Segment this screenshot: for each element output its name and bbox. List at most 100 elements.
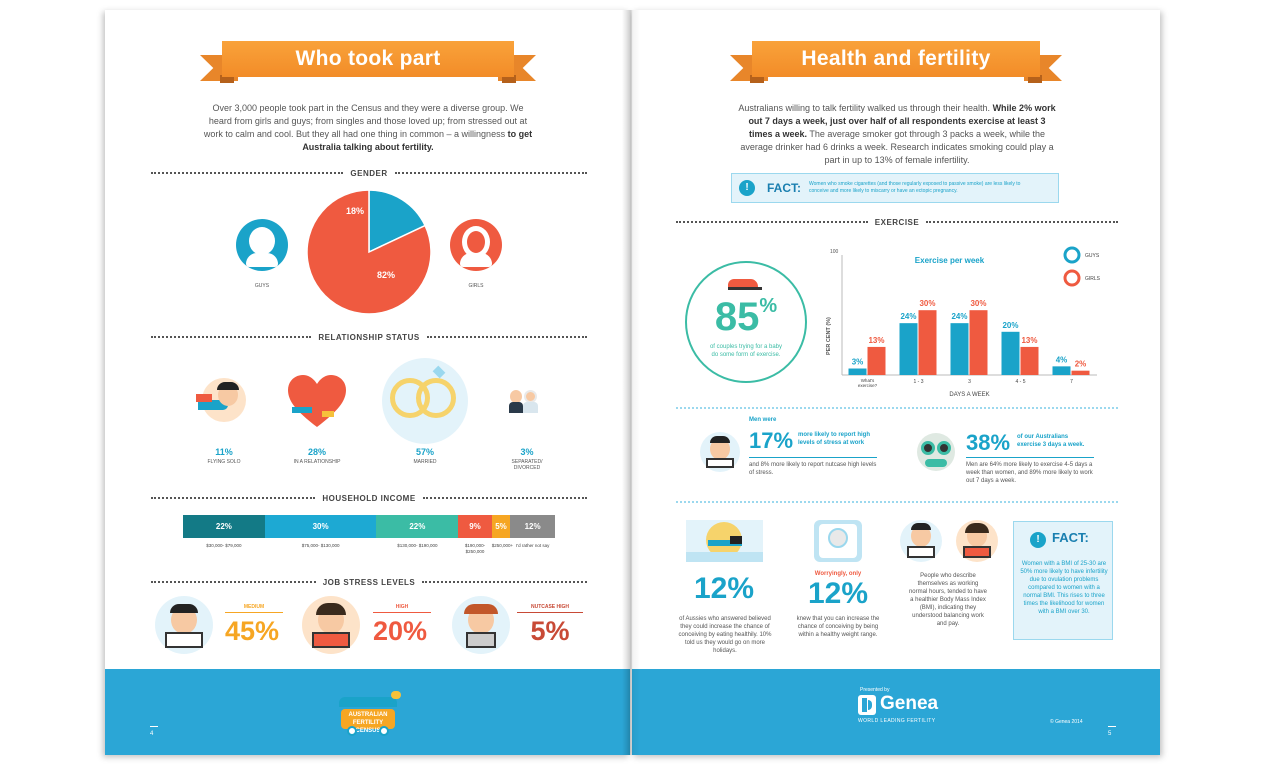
big-pct-sign: % bbox=[759, 295, 778, 317]
superhero-icon bbox=[196, 378, 246, 422]
left-page: Who took part Over 3,000 people took par… bbox=[105, 10, 630, 755]
relationship-item: 11% FLYING SOLO bbox=[202, 447, 246, 465]
banner-fold bbox=[750, 75, 764, 83]
rings-icon bbox=[382, 358, 468, 444]
workers-text: People who describe themselves as workin… bbox=[908, 573, 988, 627]
guys-label: GUYS bbox=[254, 283, 270, 289]
relationship-label: IN A RELATIONSHIP bbox=[293, 459, 341, 465]
bar-girls bbox=[1020, 346, 1039, 375]
relationship-pct: 11% bbox=[215, 447, 233, 457]
stress-item: NUTCASE HIGH 5% bbox=[517, 604, 583, 647]
legend-label: GUYS bbox=[1085, 253, 1100, 259]
income-stacked-bar: 22% 30% 22% 9% 5% 12% bbox=[183, 515, 555, 538]
exercise-bar-chart: 100 PER CENT (%) Exercise per week DAYS A W… bbox=[826, 246, 1101, 398]
x-tick-label: 1 - 3 bbox=[913, 379, 923, 385]
intro-paragraph: Australians willing to talk fertility wa… bbox=[736, 102, 1058, 167]
heart-icon bbox=[288, 375, 346, 429]
guys-pct-label: 18% bbox=[346, 206, 365, 216]
income-segment: 22% bbox=[183, 515, 265, 538]
stress-pct: 20% bbox=[373, 616, 428, 646]
aussies-pct: 38% bbox=[966, 430, 1011, 455]
bar-guys bbox=[1052, 366, 1071, 375]
section-heading: EXERCISE bbox=[874, 217, 920, 227]
income-label: $250,000+ bbox=[491, 543, 514, 548]
y-tick-label: 100 bbox=[830, 249, 839, 255]
title-banner: Who took part bbox=[200, 41, 536, 83]
bar-value-label: 4% bbox=[1056, 355, 1068, 364]
bar-guys bbox=[848, 368, 867, 375]
belief-text: of Aussies who answered believed they co… bbox=[678, 616, 772, 654]
office-woman-icon bbox=[956, 520, 998, 562]
bar-girls bbox=[918, 310, 937, 375]
bar-value-label: 13% bbox=[1021, 336, 1037, 345]
divider-line bbox=[966, 457, 1094, 458]
men-intro: Men were bbox=[749, 417, 777, 423]
relationship-item: 57% MARRIED bbox=[403, 447, 447, 465]
legend-guys-icon bbox=[1063, 246, 1081, 264]
income-label: I'd rather not say bbox=[515, 543, 550, 548]
stressed-man-icon bbox=[700, 432, 740, 472]
income-label: $130,000- $190,000 bbox=[397, 543, 438, 548]
section-heading: JOB STRESS LEVELS bbox=[322, 577, 416, 587]
right-footer: Presented by Genea WORLD LEADING FERTILI… bbox=[632, 669, 1160, 755]
stress-item: MEDIUM 45% bbox=[225, 604, 283, 647]
aussies-tail: of our Australians exercise 3 days a wee… bbox=[1017, 434, 1085, 448]
bar-value-label: 24% bbox=[951, 312, 967, 321]
bar-girls bbox=[1071, 370, 1090, 375]
dotted-rule bbox=[676, 407, 1118, 409]
x-tick-label: 3 bbox=[968, 379, 971, 385]
genea-tagline: WORLD LEADING FERTILITY bbox=[858, 718, 936, 724]
stress-pct: 5% bbox=[530, 616, 570, 646]
income-segment: 22% bbox=[376, 515, 459, 538]
relationship-item: 28% IN A RELATIONSHIP bbox=[291, 447, 343, 465]
banner-fold bbox=[220, 75, 234, 83]
pie-slice-guys bbox=[368, 189, 427, 254]
copyright-text: © Genea 2014 bbox=[1050, 719, 1083, 725]
banner-fold bbox=[502, 75, 516, 83]
income-segment: 12% bbox=[510, 515, 555, 538]
income-label: $190,000- $250,000 bbox=[464, 543, 486, 554]
bar-value-label: 30% bbox=[919, 299, 935, 308]
divider-line bbox=[749, 457, 877, 458]
bar-value-label: 20% bbox=[1002, 321, 1018, 330]
bar-girls bbox=[969, 310, 988, 375]
sneaker-icon bbox=[728, 275, 764, 291]
men-pct: 17% bbox=[749, 428, 794, 453]
stress-level-label: HIGH bbox=[373, 604, 431, 613]
relationship-pct: 28% bbox=[307, 447, 326, 457]
relationship-pct: 57% bbox=[415, 447, 434, 457]
bar-value-label: 13% bbox=[868, 336, 884, 345]
y-axis-label: PER CENT (%) bbox=[826, 317, 832, 355]
section-heading: GENDER bbox=[350, 168, 388, 178]
office-man-icon bbox=[900, 520, 942, 562]
page-number: 5 bbox=[1108, 726, 1117, 737]
income-segment: 5% bbox=[491, 515, 511, 538]
right-page: Health and fertility Australians willing… bbox=[632, 10, 1160, 755]
page-number: 4 bbox=[150, 726, 159, 737]
relationship-label: MARRIED bbox=[413, 459, 437, 465]
bar-guys bbox=[1001, 331, 1020, 375]
income-segment: 9% bbox=[458, 515, 492, 538]
calm-worker-icon bbox=[155, 596, 213, 654]
big-pct: 85% bbox=[687, 295, 805, 340]
exercise-heading: EXERCISE bbox=[676, 216, 1118, 228]
x-tick-label: 4 - 5 bbox=[1015, 379, 1025, 385]
bmi-fact-box: ! FACT: Women with a BMI of 25-30 are 50… bbox=[1013, 521, 1113, 640]
income-labels: $30,000- $79,000 $75,000- $130,000 $130,00… bbox=[183, 543, 555, 559]
men-text: and 8% more likely to report nutcase hig… bbox=[749, 462, 877, 476]
fact-box: ! FACT: Women who smoke cigarettes (and … bbox=[731, 173, 1059, 203]
fact-label: FACT: bbox=[1052, 530, 1089, 545]
bar-girls bbox=[867, 346, 886, 375]
relationship-item: 3% SEPARATED/ DIVORCED bbox=[505, 447, 549, 471]
weight-text: knew that you can increase the chance of… bbox=[796, 616, 880, 638]
intro-text: The average smoker got through 3 packs a… bbox=[740, 129, 1054, 165]
weight-pct: 12% bbox=[807, 577, 869, 610]
genea-brand: Genea bbox=[880, 693, 939, 714]
scale-icon bbox=[814, 520, 862, 562]
page-title: Who took part bbox=[222, 41, 514, 77]
intro-bold-text: While 2% work out 7 days a week, just ov… bbox=[748, 103, 1056, 139]
stressed-worker-icon bbox=[302, 596, 360, 654]
bar-value-label: 30% bbox=[970, 299, 986, 308]
logo-text: FERTILITY CENSUS bbox=[352, 720, 384, 734]
